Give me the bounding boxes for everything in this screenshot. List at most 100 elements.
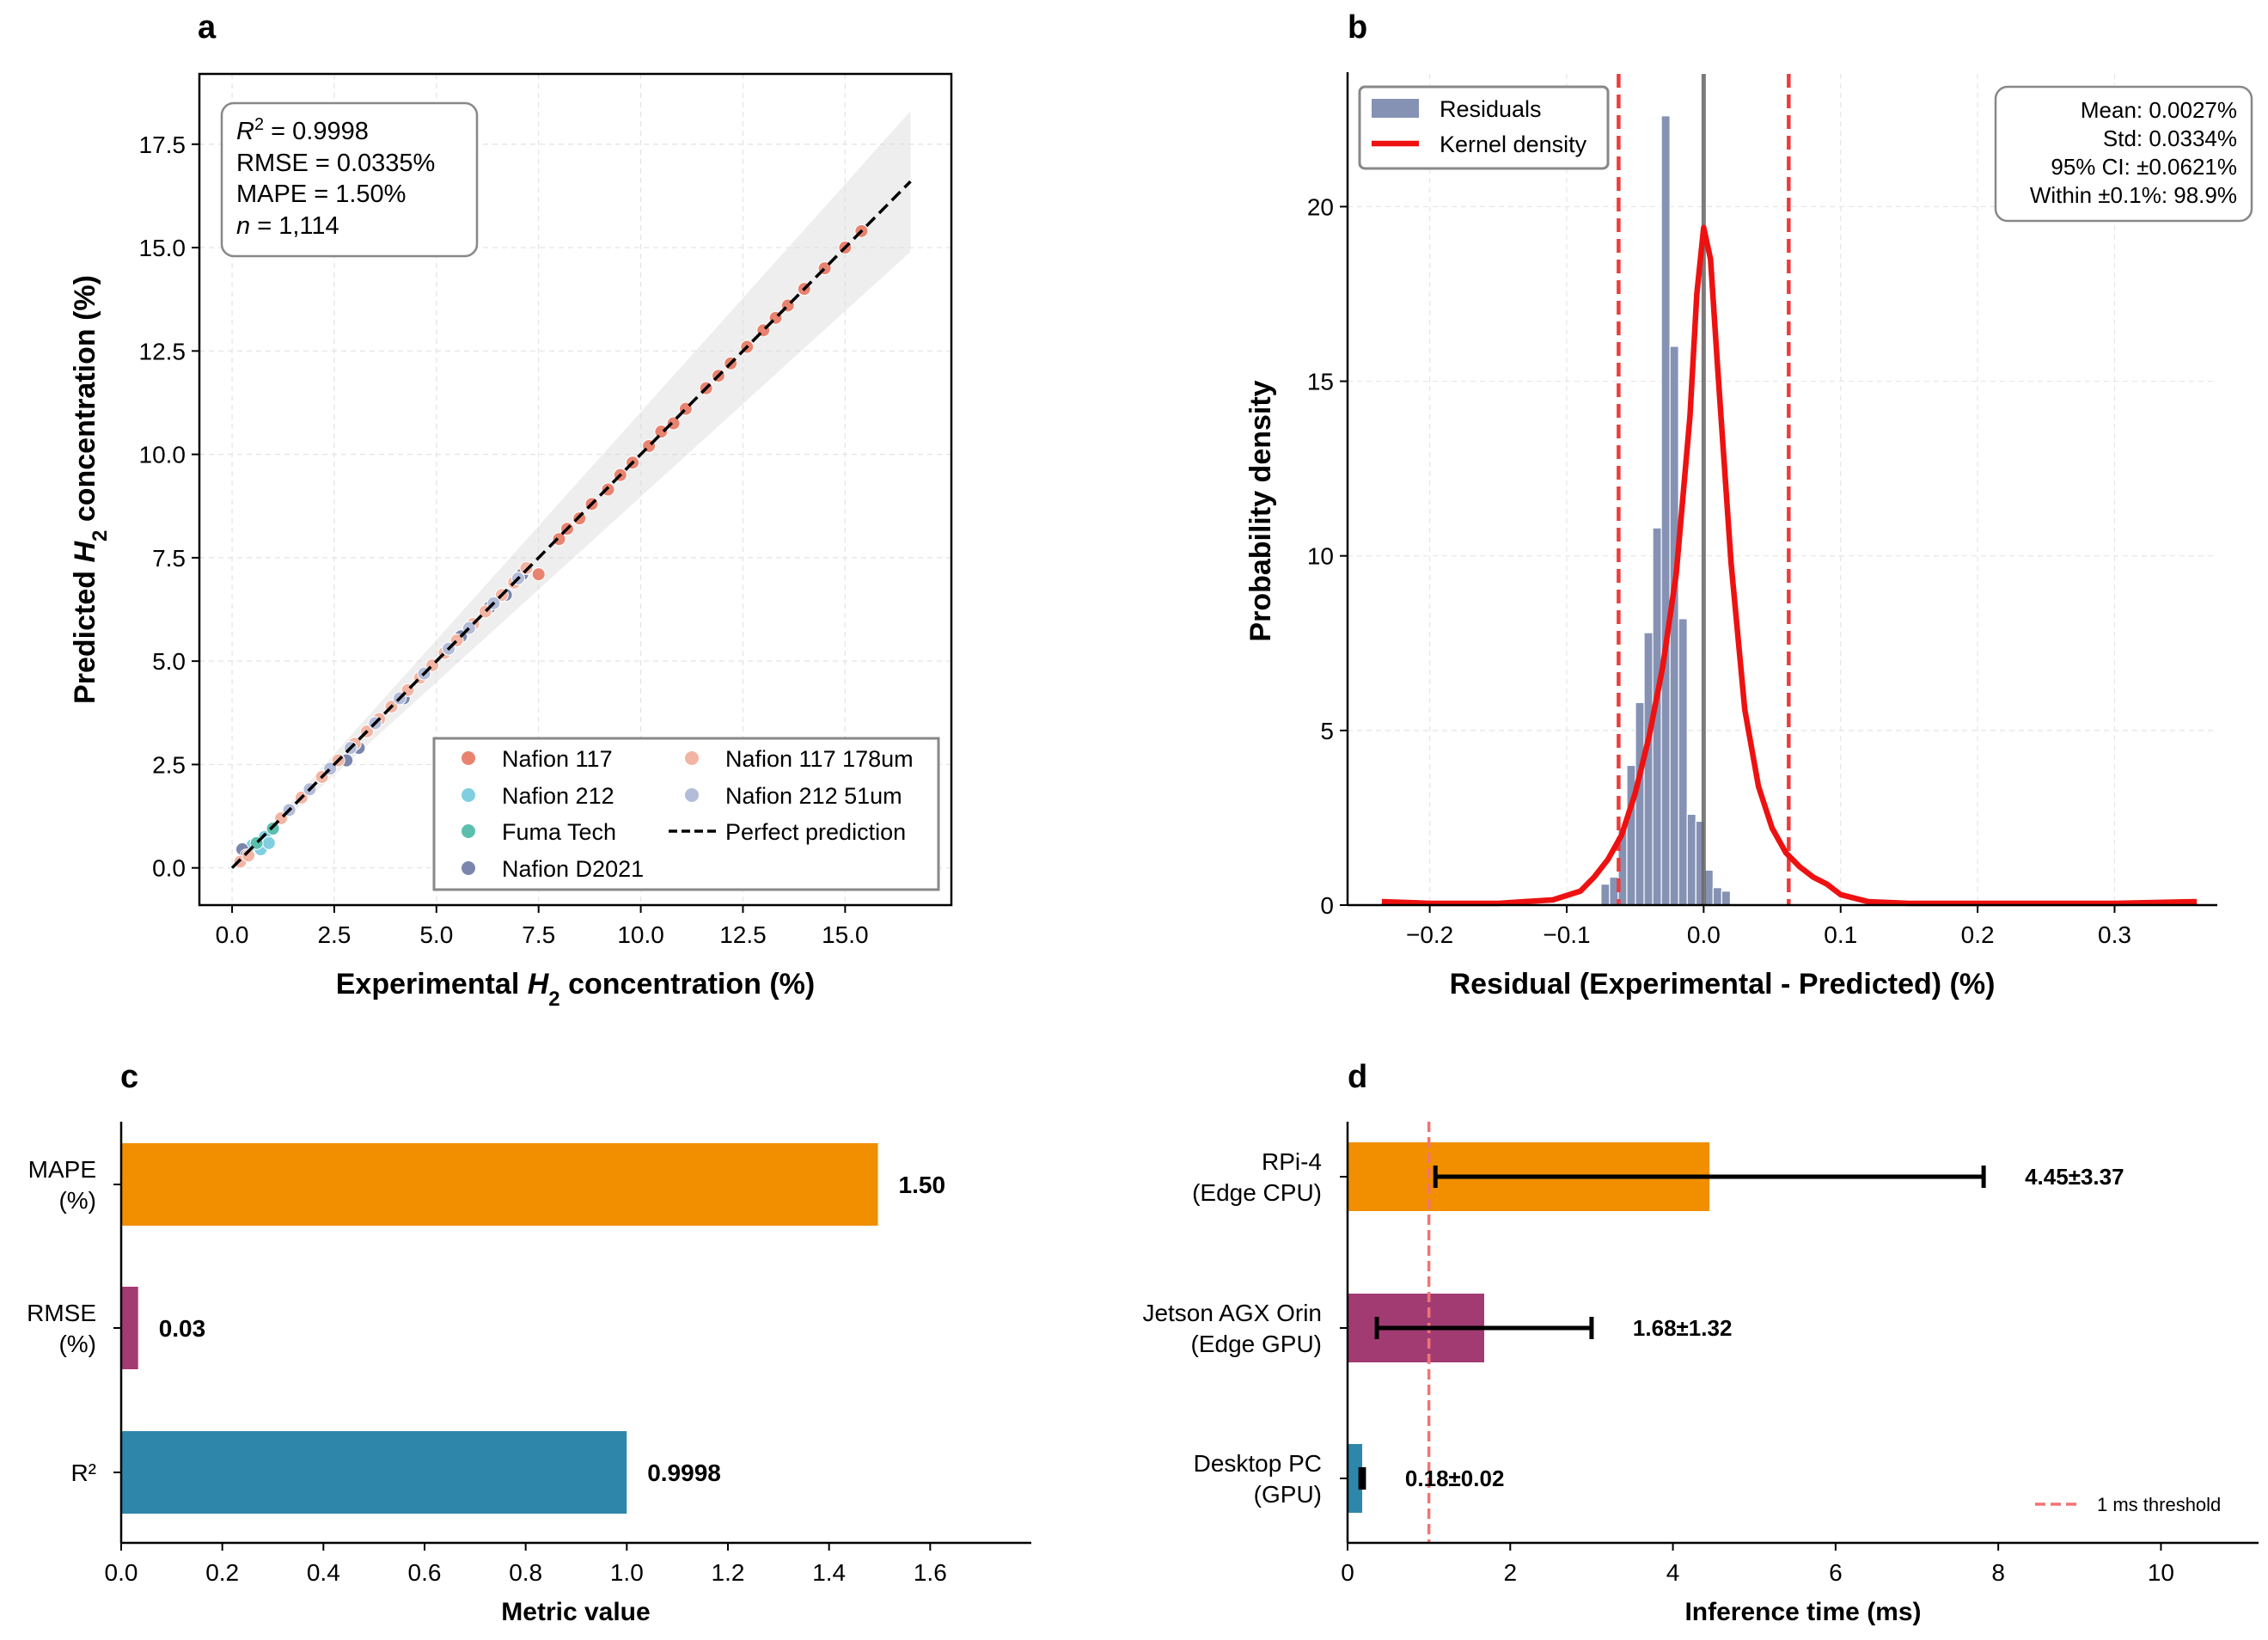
histogram-bar xyxy=(1660,115,1671,906)
metric-bar xyxy=(121,1431,627,1514)
panel-label-a: a xyxy=(198,9,217,46)
panel-label-b: b xyxy=(1348,9,1367,46)
x-tick-label: 0.0 xyxy=(216,921,249,948)
stat-n: n = 1,114 xyxy=(236,212,339,240)
category-label: (GPU) xyxy=(1254,1481,1322,1508)
y-tick-label: 20 xyxy=(1307,193,1334,220)
category-label: (Edge GPU) xyxy=(1191,1331,1323,1357)
legend-label: Nafion D2021 xyxy=(502,856,644,882)
y-tick-label: 7.5 xyxy=(152,545,186,572)
histogram-bar xyxy=(1643,632,1654,906)
x-tick-label: 0.0 xyxy=(105,1559,138,1586)
panel-c-metrics: 1.50 MAPE (%) 0.03 RMSE (%) 0.9998 R² 0.0 0.2 0.4 0… xyxy=(27,1122,1031,1626)
stat-mape: MAPE = 1.50% xyxy=(236,181,406,208)
x-tick-label: 1.4 xyxy=(812,1559,846,1586)
y-tick-label: 17.5 xyxy=(139,132,186,158)
x-tick-label: 0.2 xyxy=(1961,921,1995,948)
data-point xyxy=(261,835,276,850)
x-tick-label: 2 xyxy=(1503,1559,1517,1586)
axes-frame xyxy=(198,72,953,907)
x-tick-label: 0.6 xyxy=(408,1559,442,1586)
category-label: (%) xyxy=(58,1187,96,1214)
x-axis-label: Metric value xyxy=(501,1598,650,1626)
bar-value-label: 0.9998 xyxy=(647,1459,721,1486)
stat-line: Std: 0.0334% xyxy=(2103,125,2237,151)
bar-value-label: 0.18±0.02 xyxy=(1405,1466,1504,1491)
category-label: RMSE xyxy=(27,1300,96,1326)
legend-label: Nafion 117 178um xyxy=(725,746,914,772)
histogram-bar xyxy=(1600,884,1611,906)
histogram-bar xyxy=(1635,701,1645,906)
x-tick-label: 0.2 xyxy=(205,1559,239,1586)
confidence-band xyxy=(232,111,911,868)
x-tick-label: 15.0 xyxy=(822,921,869,948)
y-axis-label: Predicted H2 concentration (%) xyxy=(69,275,112,704)
bar-value-label: 1.68±1.32 xyxy=(1633,1315,1732,1341)
panel-label-c: c xyxy=(120,1059,138,1095)
legend-marker xyxy=(685,751,699,765)
x-tick-label: 12.5 xyxy=(719,921,767,948)
x-tick-label: 2.5 xyxy=(317,921,351,948)
legend-label: Kernel density xyxy=(1440,132,1587,157)
y-tick-label: 12.5 xyxy=(139,338,186,364)
panel-b-histogram: −0.2 −0.1 0.0 0.1 0.2 0.3 0 5 10 15 20 Residual (Ex… xyxy=(1244,72,2253,1001)
panel-label-d: d xyxy=(1348,1059,1367,1095)
legend-marker-residuals xyxy=(1372,99,1419,118)
histogram-bar xyxy=(1678,618,1688,906)
category-label: R² xyxy=(70,1459,96,1486)
histogram-bar xyxy=(1712,887,1722,906)
y-tick-label: 10.0 xyxy=(139,442,186,468)
histogram-bar xyxy=(1721,890,1732,906)
category-label: RPi-4 xyxy=(1262,1148,1322,1175)
x-tick-label: 1.0 xyxy=(610,1559,644,1586)
category-label: (Edge CPU) xyxy=(1192,1179,1322,1206)
category-label: Jetson AGX Orin xyxy=(1142,1300,1322,1326)
x-axis-label: Residual (Experimental - Predicted) (%) xyxy=(1450,968,1996,1001)
metric-bar xyxy=(121,1143,878,1226)
legend-label: Residuals xyxy=(1440,96,1542,122)
legend-label: Nafion 212 51um xyxy=(725,783,902,809)
x-tick-label: 10.0 xyxy=(617,921,664,948)
data-point xyxy=(241,848,256,863)
legend-marker xyxy=(462,788,475,802)
stat-line: 95% CI: ±0.0621% xyxy=(2051,154,2237,180)
x-tick-label: −0.2 xyxy=(1406,921,1453,948)
category-label: MAPE xyxy=(28,1156,96,1183)
inference-bar xyxy=(1348,1444,1363,1513)
legend-label: Nafion 117 xyxy=(502,746,613,772)
histogram-bar xyxy=(1686,813,1696,906)
stat-r2: R2 = 0.9998 xyxy=(236,115,369,145)
x-tick-label: 0.0 xyxy=(1687,921,1721,948)
x-tick-label: 1.2 xyxy=(712,1559,745,1586)
y-tick-label: 2.5 xyxy=(152,751,186,778)
x-tick-label: 0.3 xyxy=(2098,921,2131,948)
legend-label: 1 ms threshold xyxy=(2097,1494,2221,1515)
x-axis-label: Inference time (ms) xyxy=(1684,1598,1921,1626)
y-axis-label: Probability density xyxy=(1244,380,1277,641)
y-tick-label: 5.0 xyxy=(152,648,186,675)
panel-d-inference: 4.45±3.37 RPi-4 (Edge CPU) 1.68±1.32 Jetson … xyxy=(1142,1122,2259,1626)
x-tick-label: 5.0 xyxy=(419,921,453,948)
stats-box xyxy=(220,101,479,258)
y-tick-label: 0.0 xyxy=(152,855,186,882)
x-tick-label: 10 xyxy=(2148,1559,2174,1586)
bar-value-label: 1.50 xyxy=(899,1172,946,1198)
stat-rmse: RMSE = 0.0335% xyxy=(236,150,435,177)
legend-label: Nafion 212 xyxy=(502,783,614,809)
category-label: Desktop PC xyxy=(1194,1450,1322,1477)
x-tick-label: 6 xyxy=(1829,1559,1843,1586)
x-tick-label: 1.6 xyxy=(914,1559,947,1586)
x-tick-label: 7.5 xyxy=(522,921,555,948)
bar-value-label: 0.03 xyxy=(159,1315,206,1342)
y-tick-label: 10 xyxy=(1307,543,1334,570)
kde-line xyxy=(1381,224,2198,907)
legend-box xyxy=(432,737,940,891)
y-tick-label: 5 xyxy=(1320,718,1334,744)
legend-marker xyxy=(685,788,699,802)
panel-a-scatter: 0.0 2.5 5.0 7.5 10.0 12.5 15.0 0.0 2.5 5.0 7.5 10.0… xyxy=(69,72,953,1011)
x-tick-label: 0 xyxy=(1341,1559,1354,1586)
y-tick-label: 15.0 xyxy=(139,235,186,261)
metric-bar xyxy=(121,1287,138,1369)
stats-box xyxy=(1994,85,2253,223)
